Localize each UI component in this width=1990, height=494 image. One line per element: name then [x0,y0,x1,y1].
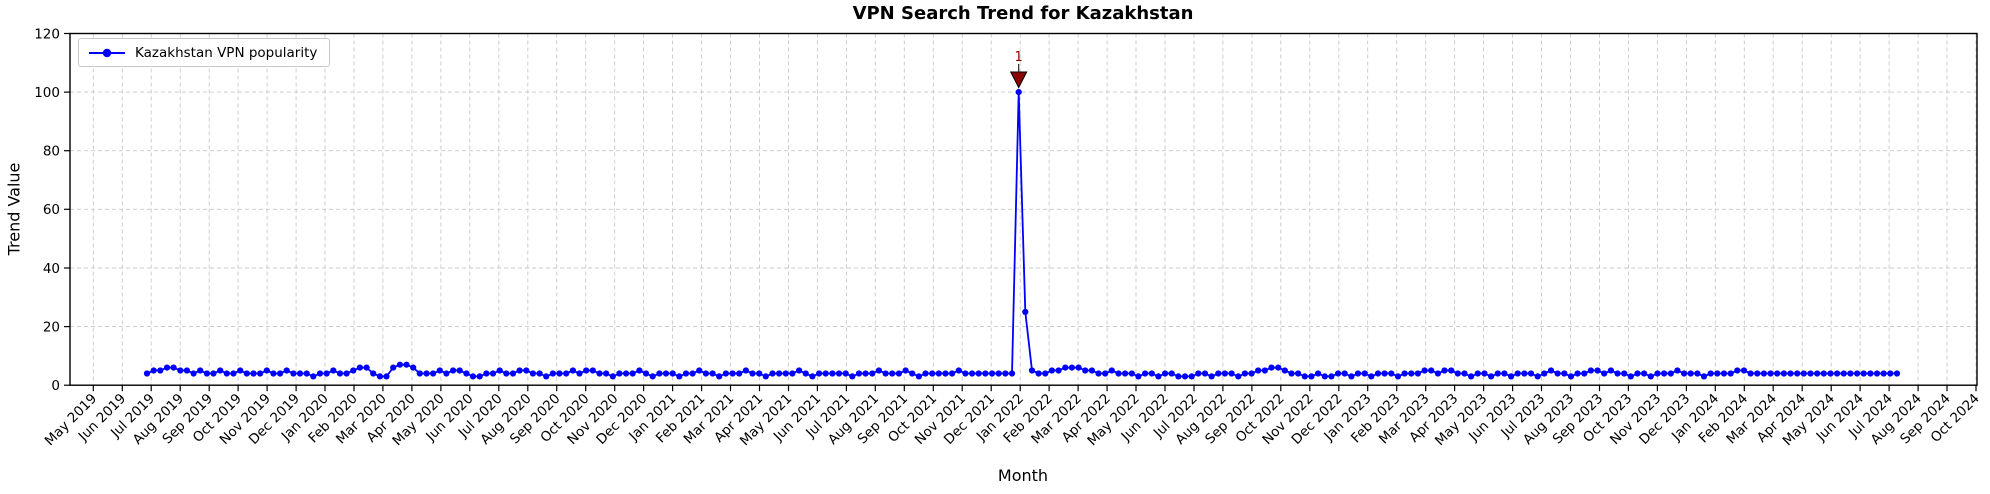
svg-text:80: 80 [43,144,60,160]
svg-text:20: 20 [43,319,60,335]
series-line [146,92,1897,378]
legend-line-marker-icon [88,46,126,60]
svg-text:1: 1 [1015,50,1023,65]
legend-label: Kazakhstan VPN popularity [135,44,318,61]
y-gridlines [70,91,1977,328]
legend: Kazakhstan VPN popularity [78,38,331,67]
y-axis-ticks: 0 20 40 60 80 100 120 [34,26,70,394]
svg-text:120: 120 [34,26,60,42]
y-axis-label: Trend Value [4,162,24,256]
chart-title: VPN Search Trend for Kazakhstan [852,3,1194,24]
x-gridlines [92,33,1977,386]
svg-text:100: 100 [34,85,60,101]
svg-text:0: 0 [51,378,60,394]
svg-text:40: 40 [43,261,60,277]
svg-text:60: 60 [43,202,60,218]
x-axis-label: Month [997,466,1049,485]
plot-border [69,32,1978,386]
series-markers [143,89,1901,380]
annotation-event-1: 1 [1009,50,1028,89]
annotation-arrow-icon [1009,71,1028,89]
